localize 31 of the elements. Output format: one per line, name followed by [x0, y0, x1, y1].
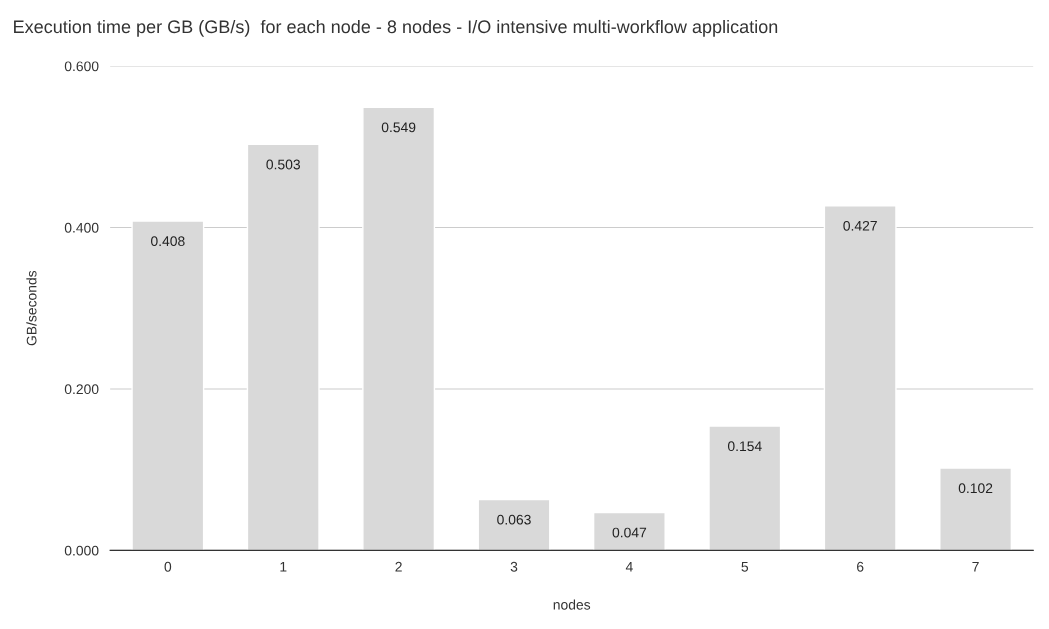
- data-label: 0.154: [727, 441, 762, 452]
- data-label: 0.427: [843, 220, 877, 231]
- x-tick-label: 4: [625, 562, 633, 572]
- bar: [708, 425, 782, 551]
- bar: [939, 467, 1013, 551]
- x-tick-label: 2: [395, 561, 402, 572]
- data-label: 0.063: [497, 514, 531, 525]
- y-tick-label: 0.600: [64, 61, 99, 72]
- x-tick-label: 1: [280, 562, 287, 572]
- y-tick-label: 0.400: [64, 222, 99, 233]
- x-tick-label: 7: [972, 562, 979, 572]
- data-label: 0.503: [266, 159, 300, 170]
- data-label: 0.408: [151, 236, 185, 247]
- bar: [477, 498, 551, 551]
- y-axis-title: GB/seconds: [26, 270, 37, 346]
- y-tick-label: 0.000: [64, 545, 99, 556]
- y-tick-label: 0.200: [64, 384, 99, 395]
- x-tick-label: 6: [857, 561, 864, 572]
- x-tick-label: 3: [510, 561, 518, 572]
- bar: [592, 511, 666, 551]
- bar: [823, 204, 897, 551]
- bar: [246, 143, 320, 551]
- x-tick-label: 0: [164, 561, 172, 572]
- data-label: 0.047: [612, 527, 647, 538]
- data-label: 0.102: [958, 483, 993, 494]
- bar: [131, 220, 205, 551]
- x-axis-title: nodes: [553, 599, 591, 610]
- bar: [362, 106, 436, 551]
- chart-title: Execution time per GB (GB/s) for each node - 8 nodes - I/O intensive multi-workflow application: [14, 19, 778, 37]
- x-tick-label: 5: [741, 562, 749, 572]
- data-label: 0.549: [381, 122, 416, 133]
